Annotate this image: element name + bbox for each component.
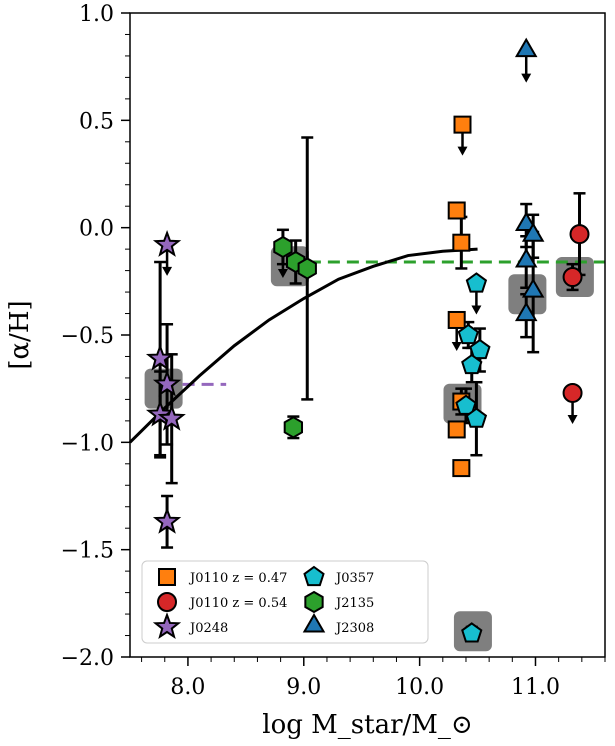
data-point [521, 278, 545, 298]
y-tick-label: −2.0 [61, 646, 114, 671]
data-point [521, 222, 545, 242]
data-point [469, 338, 491, 360]
y-tick-label: 0.0 [79, 217, 114, 242]
legend-marker [157, 592, 177, 612]
legend-label: J0110 z = 0.54 [188, 596, 287, 611]
upper-limit-arrow [471, 305, 482, 315]
data-point [447, 310, 466, 329]
y-tick-label: −1.5 [61, 539, 114, 564]
x-axis-label: log M_star/M_⊙ [262, 710, 472, 740]
x-tick-label: 10.0 [395, 675, 444, 700]
data-point [457, 323, 479, 345]
data-point [465, 272, 488, 293]
data-point [465, 407, 488, 428]
y-tick-label: −0.5 [61, 324, 114, 349]
data-point [569, 224, 590, 245]
data-point [152, 229, 182, 257]
x-axis-ticks: 8.0 9.0 10.0 11.0 [141, 657, 606, 700]
legend-marker [152, 612, 182, 640]
legend-label: J2135 [334, 596, 374, 611]
legend-box [141, 560, 429, 644]
x-tick-label: 9.0 [286, 675, 321, 700]
fit-curve-line [128, 247, 478, 444]
legend-label: J0110 z = 0.47 [188, 571, 287, 586]
data-point [461, 622, 483, 643]
upper-limit-arrow [457, 146, 468, 156]
y-axis-ticks: −2.0 −1.5 −1.0 −0.5 0.0 0.5 1.0 [61, 2, 130, 671]
data-point [514, 37, 538, 58]
upper-limit-arrow [277, 268, 288, 278]
data-point [455, 394, 477, 415]
y-tick-label: −1.0 [61, 431, 114, 456]
data-point [447, 420, 466, 439]
data-point [452, 459, 471, 478]
legend-label: J0357 [334, 571, 374, 586]
upper-limit-arrow [162, 266, 173, 276]
data-point [562, 267, 583, 288]
error-bars [154, 51, 586, 642]
data-point [562, 382, 583, 403]
data-point [447, 201, 466, 220]
data-point [514, 301, 538, 322]
data-point [273, 235, 293, 259]
data-point [283, 416, 304, 439]
x-axis-label-text: log M_star/M_⊙ [262, 710, 472, 740]
legend: J0110 z = 0.47 J0110 z = 0.54 J0248 J0357 J2… [141, 560, 429, 644]
data-markers [145, 37, 590, 643]
upper-limit-arrow [521, 73, 532, 83]
y-tick-label: 0.5 [79, 109, 114, 134]
legend-label: J2308 [334, 621, 374, 636]
x-tick-label: 11.0 [511, 675, 560, 700]
data-point [152, 506, 182, 534]
upper-limit-arrow [567, 414, 578, 424]
data-point [461, 353, 483, 375]
data-point [145, 343, 175, 371]
legend-marker [158, 568, 176, 586]
data-point [452, 233, 471, 252]
data-point [297, 257, 317, 280]
legend-marker [303, 565, 325, 587]
data-point [152, 369, 182, 397]
y-tick-label: 1.0 [79, 2, 114, 27]
fit-curve [128, 247, 478, 444]
data-point [514, 211, 538, 232]
data-point [453, 115, 472, 134]
data-point [157, 403, 186, 431]
data-point [145, 399, 175, 427]
legend-marker [304, 590, 324, 614]
y-axis-label: [α/H] [5, 300, 35, 369]
y-axis-label-text: [α/H] [5, 300, 35, 369]
data-point [514, 248, 538, 268]
x-tick-label: 8.0 [170, 675, 205, 700]
legend-label: J0248 [188, 621, 228, 636]
upper-limit-arrow [451, 341, 462, 351]
legend-marker [302, 613, 326, 633]
